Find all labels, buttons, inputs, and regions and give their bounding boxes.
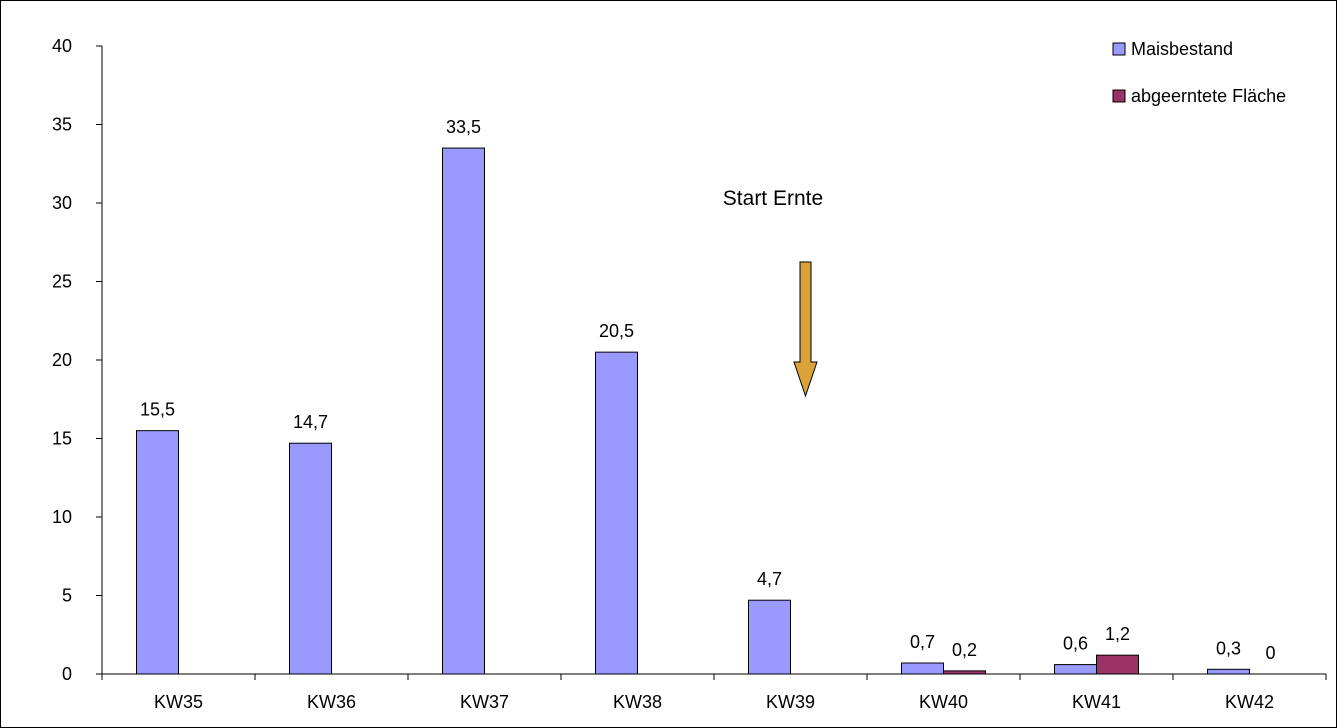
start-ernte-annotation: Start Ernte xyxy=(723,187,823,398)
bar-maisbestand xyxy=(901,662,944,675)
bar-maisbestand xyxy=(1054,664,1097,675)
bar-maisbestand xyxy=(595,351,638,675)
x-tick-label: KW37 xyxy=(460,692,509,712)
legend-label-abgeerntete-flaeche: abgeerntete Fläche xyxy=(1131,86,1286,106)
y-tick-label: 25 xyxy=(52,272,72,292)
x-tick-label: KW38 xyxy=(613,692,662,712)
bar-abgeerntete-flaeche xyxy=(1096,654,1139,675)
legend-swatch-abgeerntete-flaeche xyxy=(1112,89,1126,103)
data-label: 20,5 xyxy=(599,321,634,341)
y-tick-label: 30 xyxy=(52,193,72,213)
y-tick-label: 40 xyxy=(52,36,72,56)
y-tick-label: 0 xyxy=(62,664,72,684)
bar-maisbestand xyxy=(289,442,332,675)
y-tick-label: 20 xyxy=(52,350,72,370)
y-tick-label: 15 xyxy=(52,429,72,449)
y-tick-label: 10 xyxy=(52,507,72,527)
data-label: 0,6 xyxy=(1063,634,1088,654)
data-label: 33,5 xyxy=(446,117,481,137)
bar-maisbestand xyxy=(748,599,791,675)
legend: Maisbestand abgeerntete Fläche xyxy=(1112,39,1286,106)
data-label: 15,5 xyxy=(140,400,175,420)
data-label: 0,2 xyxy=(952,640,977,660)
legend-swatch-maisbestand xyxy=(1112,42,1126,56)
plot-area: 0 5 10 15 20 25 30 35 40 KW35 KW36 KW37 KW38 KW39 KW40… xyxy=(52,36,1327,712)
data-label: 0 xyxy=(1265,643,1275,663)
x-tick-label: KW41 xyxy=(1072,692,1121,712)
down-arrow-icon xyxy=(793,261,818,398)
bar-abgeerntete-flaeche xyxy=(943,670,986,675)
data-label: 0,7 xyxy=(910,632,935,652)
x-tick-label: KW39 xyxy=(766,692,815,712)
y-tick-label: 35 xyxy=(52,115,72,135)
bar-maisbestand xyxy=(136,430,179,675)
data-label: 0,3 xyxy=(1216,638,1241,658)
x-tick-label: KW36 xyxy=(307,692,356,712)
x-tick-label: KW42 xyxy=(1225,692,1274,712)
y-tick-label: 5 xyxy=(62,586,72,606)
data-label: 4,7 xyxy=(757,569,782,589)
annotation-text: Start Ernte xyxy=(723,187,823,210)
bar-maisbestand xyxy=(442,147,485,675)
legend-label-maisbestand: Maisbestand xyxy=(1131,39,1233,59)
bar-maisbestand xyxy=(1207,668,1250,675)
data-label: 1,2 xyxy=(1105,624,1130,644)
x-tick-label: KW40 xyxy=(919,692,968,712)
x-tick-label: KW35 xyxy=(154,692,203,712)
data-label: 14,7 xyxy=(293,412,328,432)
